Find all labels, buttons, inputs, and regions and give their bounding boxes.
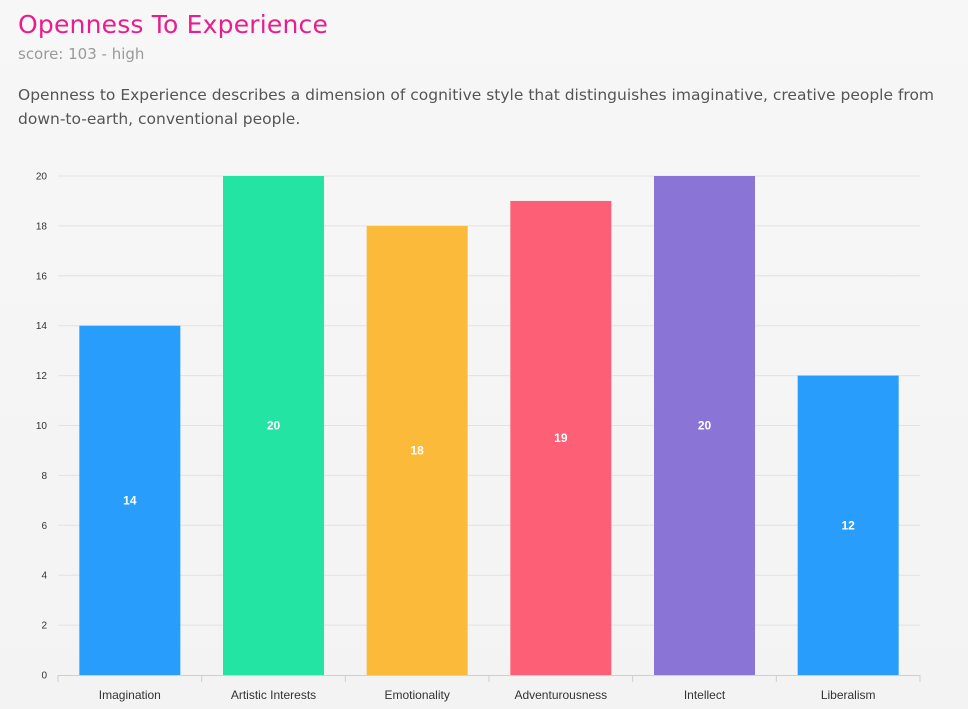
bar-intellect[interactable] xyxy=(654,176,755,675)
bar-artistic-interests[interactable] xyxy=(223,176,324,675)
page-title: Openness To Experience xyxy=(18,10,329,39)
y-tick-label: 12 xyxy=(36,371,48,382)
y-tick-label: 6 xyxy=(41,521,47,532)
y-tick-label: 0 xyxy=(41,671,47,682)
x-axis xyxy=(57,675,921,682)
trait-description: Openness to Experience describes a dimen… xyxy=(18,86,935,128)
bar-value-label: 12 xyxy=(841,518,855,532)
category-labels: Imagination Artistic Interests Emotionalit… xyxy=(99,688,876,702)
y-tick-label: 14 xyxy=(36,321,48,332)
bar-value-label: 20 xyxy=(267,419,281,433)
y-tick-label: 20 xyxy=(36,172,48,183)
bar-value-label: 20 xyxy=(698,419,712,433)
x-category-label: Adventurousness xyxy=(514,688,607,702)
bar-value-label: 19 xyxy=(554,431,568,445)
y-tick-label: 10 xyxy=(36,421,48,432)
score-subtitle: score: 103 - high xyxy=(18,45,145,63)
y-axis-ticks: 0 2 4 6 8 10 12 14 16 18 20 xyxy=(36,172,48,682)
bar-liberalism[interactable] xyxy=(797,375,899,675)
grid-lines xyxy=(58,175,920,626)
y-tick-label: 16 xyxy=(36,271,48,282)
y-tick-label: 8 xyxy=(41,471,47,482)
x-category-label: Imagination xyxy=(99,688,161,702)
x-category-label: Liberalism xyxy=(821,688,876,702)
bars xyxy=(79,176,899,675)
x-category-label: Artistic Interests xyxy=(231,688,316,702)
data-labels: 14 20 18 19 20 12 xyxy=(123,419,855,533)
bar-value-label: 14 xyxy=(123,493,137,507)
y-tick-label: 18 xyxy=(36,221,48,232)
y-tick-label: 2 xyxy=(41,621,47,632)
bar-emotionality[interactable] xyxy=(366,225,468,675)
bar-imagination[interactable] xyxy=(79,325,181,675)
bar-value-label: 18 xyxy=(410,443,424,457)
bar-adventurousness[interactable] xyxy=(510,200,612,675)
y-tick-label: 4 xyxy=(41,571,47,582)
x-category-label: Intellect xyxy=(684,688,726,702)
x-category-label: Emotionality xyxy=(384,688,449,702)
